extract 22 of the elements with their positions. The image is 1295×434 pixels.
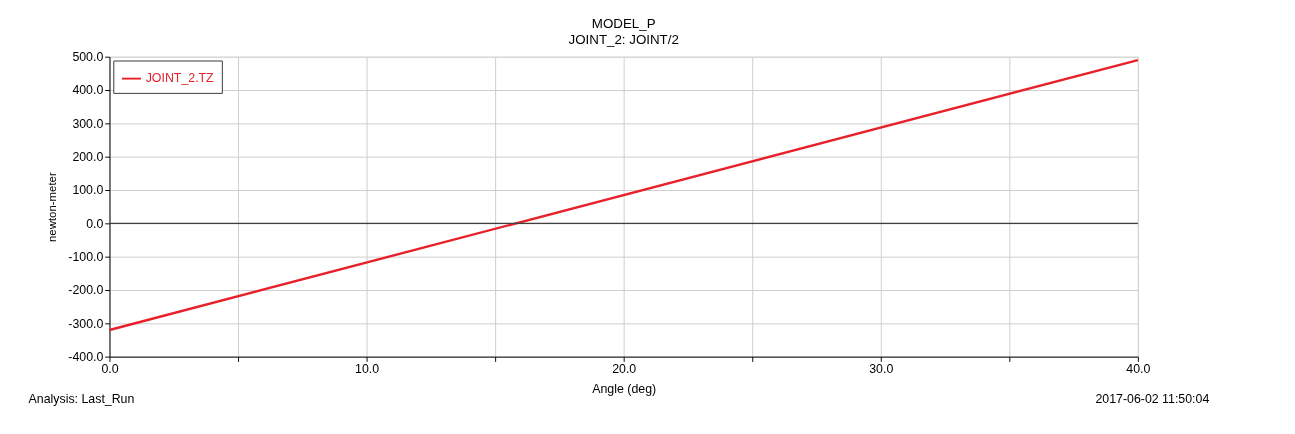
x-tick-label: 10.0	[355, 362, 380, 377]
legend-label: JOINT_2.TZ	[145, 71, 215, 86]
x-tick-label: 20.0	[612, 362, 637, 377]
text: 2017-06-02 11:50:04	[1095, 392, 1210, 407]
y-axis-title: newton-meter	[45, 172, 58, 243]
y-tick-label: 300.0	[72, 116, 104, 131]
x-axis-title: Angle (deg)	[592, 382, 657, 397]
y-tick-label: 200.0	[72, 149, 104, 164]
chart-subtitle: JOINT_2: JOINT/2	[568, 32, 679, 48]
y-tick-label: 400.0	[72, 83, 104, 98]
y-tick-label: 0.0	[86, 216, 104, 231]
y-tick-label: -400.0	[68, 349, 104, 364]
text: Analysis: Last_Run	[28, 392, 135, 407]
y-tick-label: -100.0	[68, 249, 104, 264]
x-tick-label: 30.0	[869, 362, 894, 377]
y-tick-label: -200.0	[68, 283, 104, 298]
x-tick-label: 40.0	[1126, 362, 1151, 377]
y-tick-label: 500.0	[72, 50, 104, 64]
x-tick-label: 0.0	[101, 362, 119, 377]
y-tick-label: -300.0	[68, 316, 104, 331]
y-tick-label: 100.0	[72, 183, 104, 198]
chart-title: MODEL_P	[591, 16, 656, 32]
